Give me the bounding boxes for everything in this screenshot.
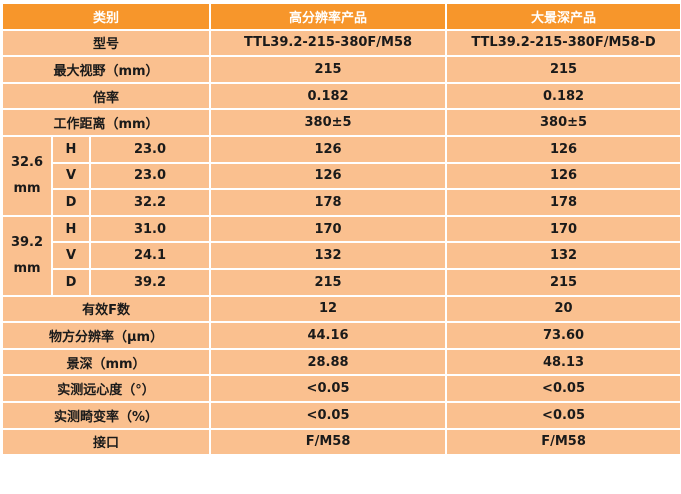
value-cell: 215 [445, 267, 681, 297]
table-row: D 32.2 178 178 [2, 188, 681, 217]
value-cell: <0.05 [445, 400, 681, 430]
table-row: 实测畸变率（%） <0.05 <0.05 [0, 400, 681, 430]
size-cell: 23.0 [88, 134, 212, 164]
header-cell: 高分辨率产品 [209, 2, 448, 31]
table-row: 型号 TTL39.2-215-380F/M58 TTL39.2-215-380F/M… [0, 28, 681, 58]
value-cell: <0.05 [209, 374, 448, 403]
table-row: 工作距离（mm） 380±5 380±5 [0, 108, 681, 137]
row-label: 倍率 [0, 81, 212, 111]
table-row: 类别 高分辨率产品 大景深产品 [0, 2, 681, 31]
row-label: 物方分辨率（μm） [0, 321, 212, 350]
value-cell: 170 [445, 214, 681, 244]
value-cell: F/M58 [445, 427, 681, 457]
value-cell: 28.88 [209, 347, 448, 377]
table-row: 32.6 mm H 23.0 126 126 [1, 134, 681, 217]
table-row: 有效F数 12 20 [0, 294, 681, 324]
spec-table: 类别 高分辨率产品 大景深产品 型号 TTL39.2-215-380F/M58 TTL39… [0, 2, 681, 457]
value-cell: F/M58 [209, 427, 448, 457]
value-cell: 380±5 [209, 108, 448, 137]
value-cell: 0.182 [209, 81, 448, 111]
row-label: 实测畸变率（%） [0, 400, 212, 430]
size-cell: 31.0 [88, 214, 212, 244]
value-cell: 0.182 [445, 81, 681, 111]
axis-label: H [51, 214, 91, 244]
value-cell: 126 [445, 161, 681, 191]
table-row: 最大视野（mm） 215 215 [0, 55, 681, 84]
table-row: 倍率 0.182 0.182 [0, 81, 681, 111]
value-cell: TTL39.2-215-380F/M58-D [445, 28, 681, 58]
size-cell: 23.0 [88, 161, 212, 191]
value-cell: 132 [445, 241, 681, 270]
value-cell: <0.05 [445, 374, 681, 403]
value-cell: 132 [209, 241, 448, 270]
header-cell: 大景深产品 [445, 2, 681, 31]
table-row: 39.2 mm H 31.0 170 170 [1, 214, 681, 297]
value-cell: 178 [445, 188, 681, 217]
value-cell: 126 [209, 161, 448, 191]
value-cell: 20 [445, 294, 681, 324]
row-label: 实测远心度（°） [0, 374, 212, 403]
row-label: 最大视野（mm） [0, 55, 212, 84]
row-label: 接口 [0, 427, 212, 457]
table-row: D 39.2 215 215 [2, 267, 681, 297]
group-label: 32.6 mm [1, 134, 53, 217]
value-cell: 178 [209, 188, 448, 217]
value-cell: 126 [209, 134, 448, 164]
value-cell: 215 [445, 55, 681, 84]
axis-label: V [51, 241, 91, 270]
table-row: V 24.1 132 132 [2, 241, 681, 270]
value-cell: 170 [209, 214, 448, 244]
row-label: 景深（mm） [0, 347, 212, 377]
axis-label: H [51, 134, 91, 164]
table-row: 接口 F/M58 F/M58 [0, 427, 681, 457]
value-cell: 215 [209, 267, 448, 297]
size-cell: 39.2 [88, 267, 212, 297]
axis-label: D [51, 267, 91, 297]
value-cell: 44.16 [209, 321, 448, 350]
size-cell: 24.1 [88, 241, 212, 270]
group-label: 39.2 mm [1, 214, 53, 297]
table-row: 实测远心度（°） <0.05 <0.05 [0, 374, 681, 403]
row-label: 有效F数 [0, 294, 212, 324]
table-body: 类别 高分辨率产品 大景深产品 型号 TTL39.2-215-380F/M58 TTL39… [0, 2, 681, 457]
row-label: 工作距离（mm） [0, 108, 212, 137]
table-row: V 23.0 126 126 [2, 161, 681, 191]
value-cell: 126 [445, 134, 681, 164]
value-cell: TTL39.2-215-380F/M58 [209, 28, 448, 58]
table-row: 物方分辨率（μm） 44.16 73.60 [0, 321, 681, 350]
axis-label: D [51, 188, 91, 217]
value-cell: 12 [209, 294, 448, 324]
header-cell: 类别 [0, 2, 212, 31]
value-cell: 380±5 [445, 108, 681, 137]
value-cell: 73.60 [445, 321, 681, 350]
size-cell: 32.2 [88, 188, 212, 217]
value-cell: 215 [209, 55, 448, 84]
row-label: 型号 [0, 28, 212, 58]
table-row: 景深（mm） 28.88 48.13 [0, 347, 681, 377]
value-cell: 48.13 [445, 347, 681, 377]
value-cell: <0.05 [209, 400, 448, 430]
axis-label: V [51, 161, 91, 191]
